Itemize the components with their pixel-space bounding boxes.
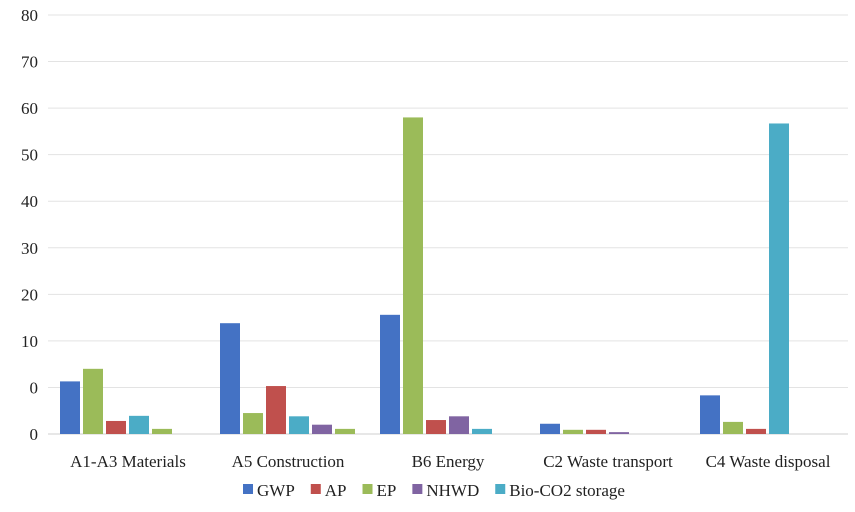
y-tick-label: 40 [21, 192, 38, 211]
bar-bio-co2-storage-4 [769, 123, 789, 435]
bar-ap-4 [746, 428, 766, 434]
legend-label: NHWD [426, 481, 479, 500]
bar-gwp-3 [540, 423, 560, 434]
y-tick-label: 60 [21, 99, 38, 118]
x-category-label: A1-A3 Materials [70, 452, 186, 471]
bar-ap-3 [586, 429, 606, 434]
bar-ap-2 [426, 420, 446, 434]
y-tick-label: 0 [30, 378, 39, 397]
legend-label: EP [377, 481, 397, 500]
legend-swatch [495, 484, 506, 494]
bar-ep-2 [403, 117, 423, 434]
bar-gwp-1 [220, 323, 240, 434]
legend-label: AP [325, 481, 347, 500]
bar-ep-1 [243, 413, 263, 434]
bars [60, 117, 789, 435]
legend-label: GWP [257, 481, 295, 500]
bar-ep-0 [83, 368, 103, 434]
y-tick-label: 80 [21, 6, 38, 25]
y-axis: 0 0 10 20 30 40 50 60 70 80 [21, 6, 38, 444]
x-category-label: B6 Energy [412, 452, 485, 471]
y-tick-label: 20 [21, 285, 38, 304]
bar-nhwd-2 [449, 416, 469, 434]
bar-ap-1 [266, 386, 286, 434]
bar-bio-co2-storage-1 [289, 416, 309, 434]
y-tick-label: 70 [21, 53, 38, 72]
bar-nhwd-3 [609, 432, 629, 434]
x-category-label: A5 Construction [232, 452, 345, 471]
y-tick-label: 50 [21, 146, 38, 165]
x-axis: A1-A3 Materials A5 Construction B6 Energy C… [70, 452, 831, 471]
grid-layer [48, 14, 848, 435]
bar-ep-0 [152, 428, 172, 434]
y-tick-label: 30 [21, 239, 38, 258]
bar-nhwd-1 [312, 424, 332, 434]
bar-gwp-4 [700, 395, 720, 434]
legend: GWP AP EP NHWD Bio-CO2 storage [243, 481, 625, 500]
bar-ep-4 [723, 421, 743, 434]
y-tick-label: 10 [21, 332, 38, 351]
legend-swatch [310, 484, 321, 494]
bar-ep-3 [563, 429, 583, 434]
bar-gwp-2 [380, 314, 400, 434]
x-category-label: C2 Waste transport [543, 452, 673, 471]
bar-ap-0 [106, 420, 126, 434]
legend-label: Bio-CO2 storage [509, 481, 625, 500]
legend-swatch [412, 484, 423, 494]
y-tick-label: 0 [30, 425, 39, 444]
bar-gwp-0 [60, 381, 80, 434]
bar-bio-co2-storage-0 [129, 415, 149, 434]
x-category-label: C4 Waste disposal [706, 452, 831, 471]
bar-ep-1 [335, 428, 355, 434]
legend-swatch [243, 484, 253, 494]
bar-bio-co2-storage-2 [472, 428, 492, 434]
legend-swatch [362, 484, 373, 494]
